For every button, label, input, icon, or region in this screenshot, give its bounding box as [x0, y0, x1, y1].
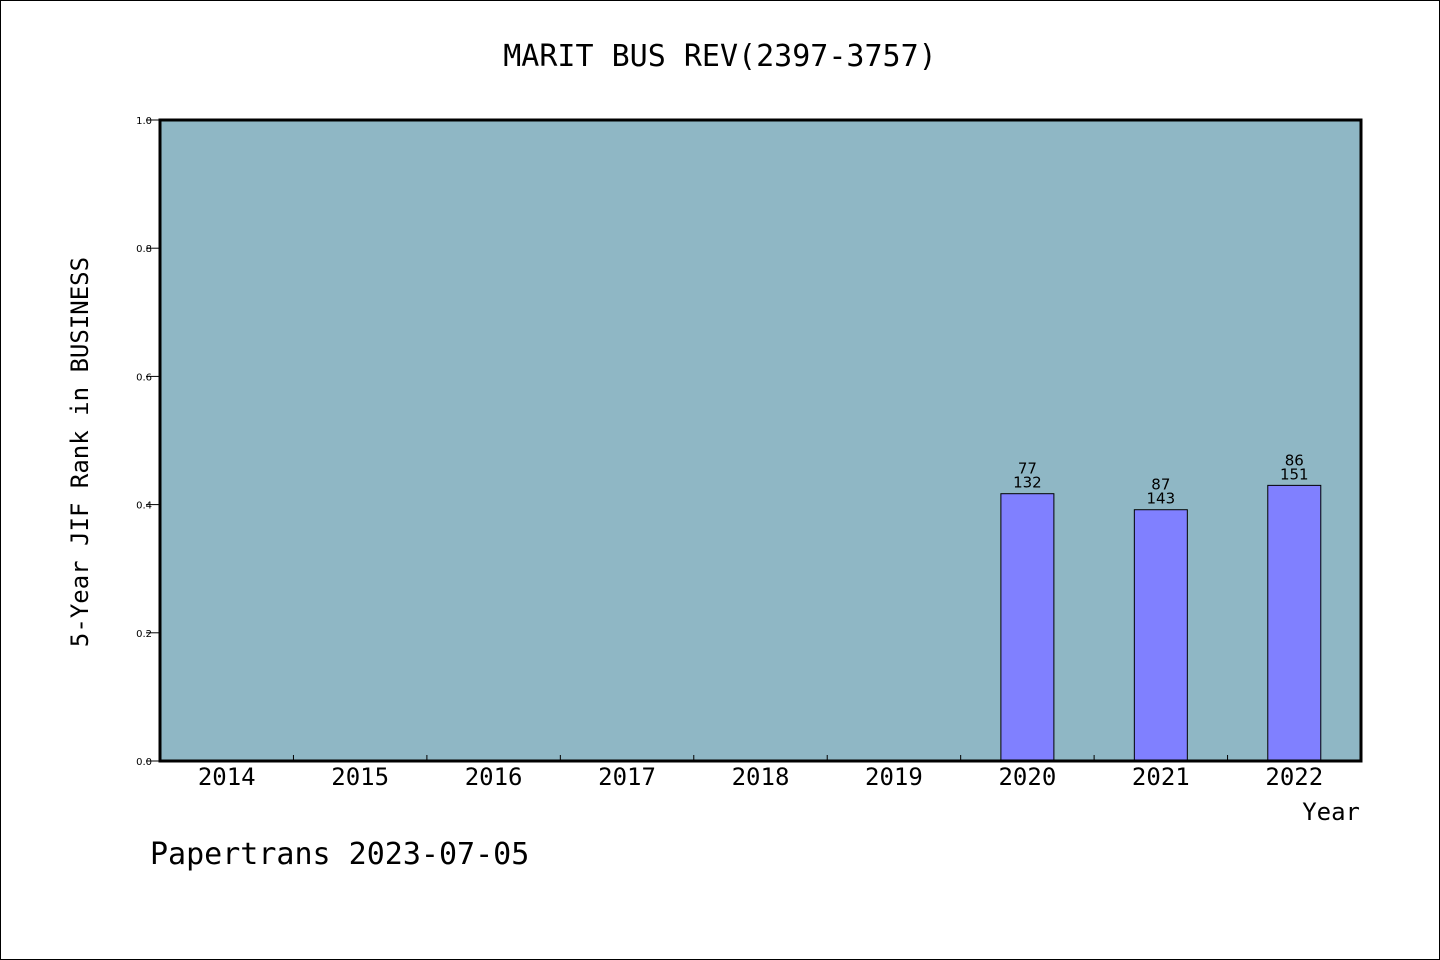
- x-axis-label: Year: [1302, 798, 1360, 826]
- bar-label-bottom: 151: [1280, 465, 1309, 483]
- x-tick-label: 2022: [1265, 763, 1323, 791]
- bar-2022: [1267, 484, 1322, 762]
- x-tick-label: 2016: [465, 763, 523, 791]
- x-tick-label: 2019: [865, 763, 923, 791]
- y-tick-label: 0.6: [136, 372, 152, 383]
- y-axis-label: 5-Year JIF Rank in BUSINESS: [66, 257, 94, 647]
- x-tick-label: 2017: [598, 763, 656, 791]
- y-tick-label: 1.0: [136, 116, 152, 127]
- x-tick-label: 2014: [198, 763, 256, 791]
- bar-2020: [1000, 493, 1055, 762]
- x-tick-label: 2021: [1132, 763, 1190, 791]
- bar-label-top: 87: [1151, 476, 1170, 494]
- y-tick-label: 0.4: [136, 501, 152, 512]
- footer-credit: Papertrans 2023-07-05: [150, 837, 529, 872]
- plot-border: [158, 118, 1363, 763]
- x-tick-label: 2018: [732, 763, 790, 791]
- y-tick-label: 0.8: [136, 244, 152, 255]
- y-tick-label: 0.0: [136, 757, 152, 768]
- bar-label-bottom: 132: [1013, 474, 1042, 492]
- x-tick-label: 2015: [331, 763, 389, 791]
- x-axis: 2014 2015 2016 2017 2018 2019 2020 2021 2022: [198, 755, 1323, 791]
- y-axis: 0.0 0.2 0.4 0.6 0.8 1.0: [136, 116, 160, 768]
- bar-label-top: 86: [1285, 451, 1304, 469]
- bar-label-top: 77: [1018, 460, 1037, 478]
- x-tick-label: 2020: [998, 763, 1056, 791]
- bar-label-bottom: 143: [1147, 490, 1176, 508]
- bar-2021: [1133, 509, 1188, 762]
- chart-title: MARIT BUS REV(2397-3757): [503, 39, 936, 74]
- y-tick-label: 0.2: [136, 629, 152, 640]
